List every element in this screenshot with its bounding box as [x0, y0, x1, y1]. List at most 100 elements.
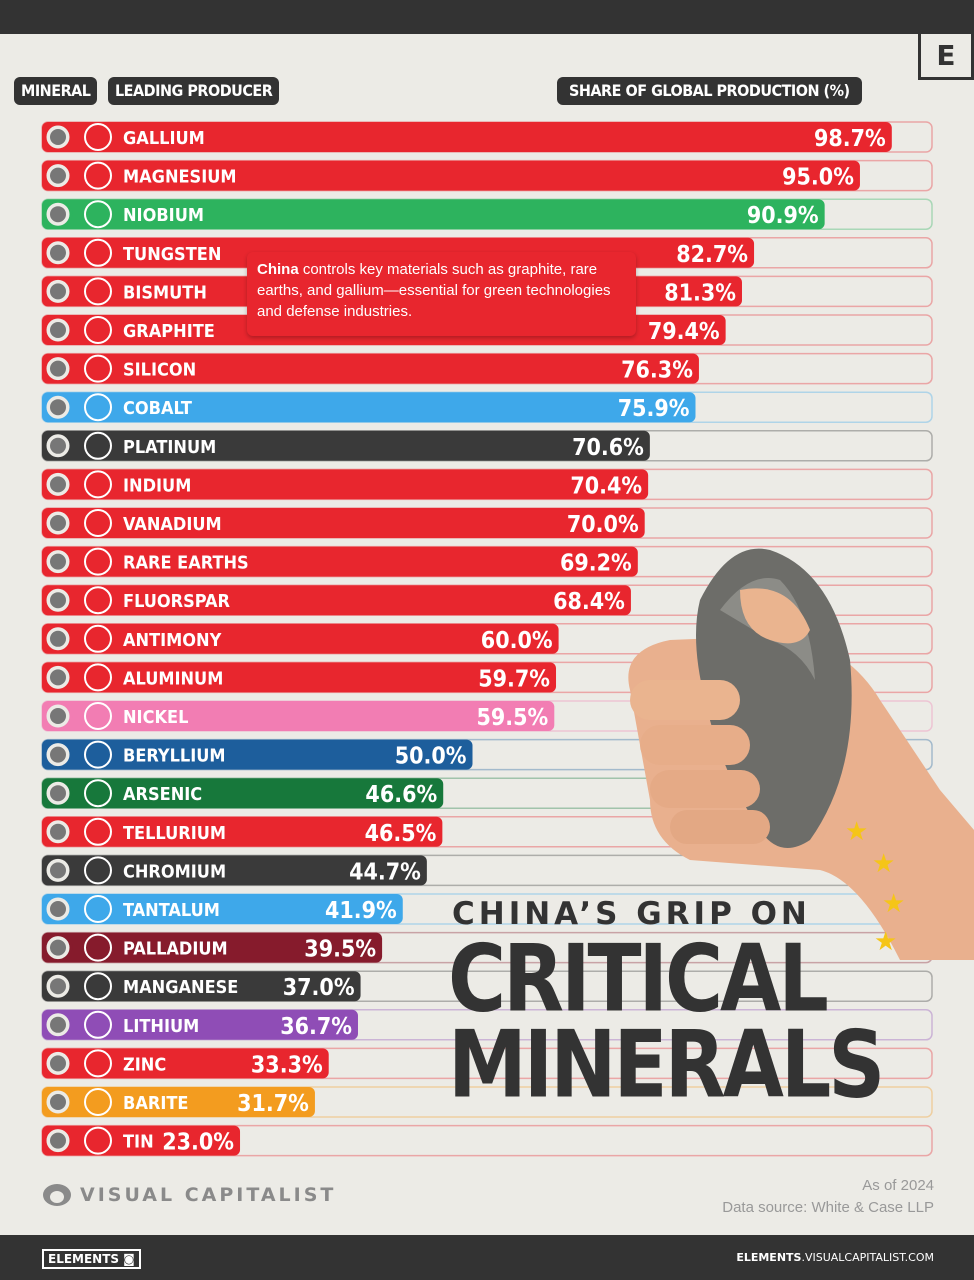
mineral-name: FLUORSPAR — [123, 591, 231, 612]
data-label: 70.0% — [567, 512, 639, 538]
brand-name: VISUAL CAPITALIST — [80, 1184, 337, 1206]
mineral-name: TUNGSTEN — [123, 244, 221, 265]
flag-icon-china — [84, 354, 112, 383]
data-source: Data source: White & Case LLP — [722, 1199, 934, 1216]
bar — [42, 122, 892, 152]
bar — [42, 469, 649, 500]
data-label: 82.7% — [676, 242, 748, 268]
data-label: 46.5% — [365, 821, 437, 847]
svg-text:★: ★ — [874, 927, 897, 957]
mineral-rock-icon — [50, 129, 66, 145]
mineral-name: MANGANESE — [123, 977, 238, 998]
flag-icon-china — [84, 547, 112, 576]
data-label: 70.4% — [570, 473, 642, 499]
bar — [42, 816, 443, 847]
elements-icon: ◙ — [123, 1252, 135, 1266]
bar — [42, 585, 631, 616]
mineral-rock-icon — [50, 515, 66, 531]
vc-logo-icon — [43, 1184, 71, 1206]
elements-text: ELEMENTS — [48, 1252, 120, 1266]
visual-capitalist-logo: VISUAL CAPITALIST — [42, 1183, 336, 1207]
bar — [42, 1048, 329, 1079]
mineral-rock-icon — [50, 553, 66, 570]
data-label: 69.2% — [560, 551, 632, 577]
data-label: 31.7% — [237, 1091, 309, 1117]
title-line-2-3: CRITICAL MINERALS — [448, 924, 885, 1119]
share-header: SHARE OF GLOBAL PRODUCTION (%) — [557, 77, 862, 105]
bar — [42, 739, 473, 770]
elements-footer-logo: ELEMENTS ◙ — [42, 1249, 141, 1269]
bar — [42, 701, 555, 731]
hand-holding-rock-illustration: ★★ ★★ — [628, 548, 974, 960]
flag-icon-china — [84, 624, 112, 653]
flag-icon-china — [84, 470, 112, 499]
mineral-rock-icon — [50, 1016, 66, 1033]
mineral-rock-icon — [50, 437, 66, 454]
mineral-rock-icon — [50, 244, 66, 261]
mineral-name: PALLADIUM — [123, 939, 228, 960]
flag-icon-south-africa — [84, 431, 112, 460]
data-label: 95.0% — [782, 165, 854, 191]
flag-icon-china — [84, 817, 112, 846]
mineral-rock-icon — [50, 901, 66, 917]
mineral-header: MINERAL — [14, 77, 98, 105]
flag-icon-russia — [84, 933, 112, 962]
mineral-name: BISMUTH — [123, 282, 207, 303]
flag-icon-china — [84, 123, 112, 151]
bar — [42, 160, 860, 191]
mineral-name: NICKEL — [123, 707, 188, 728]
mineral-name: SILICON — [123, 360, 196, 381]
as-of-date: As of 2024 — [862, 1177, 934, 1194]
flag-icon-drc — [84, 393, 112, 422]
data-label: 59.5% — [476, 705, 548, 731]
mineral-name: MAGNESIUM — [123, 167, 237, 188]
mineral-rock-icon — [50, 322, 66, 338]
data-label: 23.0% — [162, 1130, 234, 1156]
mineral-name: BARITE — [123, 1093, 188, 1114]
bar — [42, 894, 403, 924]
flag-icon-brazil — [84, 200, 112, 229]
data-label: 70.6% — [572, 435, 644, 461]
mineral-rock-icon — [50, 399, 66, 416]
data-label: 37.0% — [283, 975, 355, 1001]
data-label: 50.0% — [395, 744, 467, 770]
bar — [42, 778, 444, 809]
mineral-rock-icon — [50, 939, 66, 956]
title-line-2: CRITICAL — [448, 924, 829, 1033]
url-rest: .VISUALCAPITALIST.COM — [801, 1251, 934, 1264]
title-line-3: MINERALS — [448, 1010, 885, 1119]
data-label: 68.4% — [553, 589, 625, 615]
flag-icon-china — [84, 161, 112, 190]
mineral-rock-icon — [50, 360, 66, 377]
mineral-name: TELLURIUM — [123, 823, 226, 844]
bar — [42, 855, 427, 886]
mineral-rock-icon — [50, 1094, 66, 1110]
leading-producer-header: LEADING PRODUCER — [108, 77, 280, 105]
top-bar — [0, 0, 974, 34]
flag-icon-china — [84, 509, 112, 537]
footer-url[interactable]: ELEMENTS.VISUALCAPITALIST.COM — [736, 1251, 934, 1264]
mineral-name: INDIUM — [123, 475, 191, 496]
svg-text:★: ★ — [872, 849, 895, 879]
mineral-rock-icon — [50, 978, 66, 995]
bar — [42, 662, 557, 693]
mineral-name: ZINC — [123, 1054, 166, 1075]
mineral-rock-icon — [50, 1055, 66, 1072]
mineral-name: LITHIUM — [123, 1016, 199, 1037]
bar — [42, 353, 699, 384]
mineral-name: COBALT — [123, 398, 192, 419]
mineral-rock-icon — [50, 785, 66, 802]
flag-icon-drc — [84, 895, 112, 923]
flag-icon-china — [84, 238, 112, 267]
callout-text: controls key materials such as graphite,… — [257, 261, 611, 320]
mineral-name: GALLIUM — [123, 128, 205, 149]
bar — [42, 932, 383, 963]
flag-icon-china — [84, 586, 112, 615]
mineral-rock-icon — [50, 476, 66, 493]
mineral-rock-icon — [50, 746, 66, 763]
bar — [42, 971, 361, 1002]
bar — [42, 623, 559, 654]
mineral-name: NIOBIUM — [123, 205, 204, 226]
mineral-name: ANTIMONY — [123, 630, 222, 651]
